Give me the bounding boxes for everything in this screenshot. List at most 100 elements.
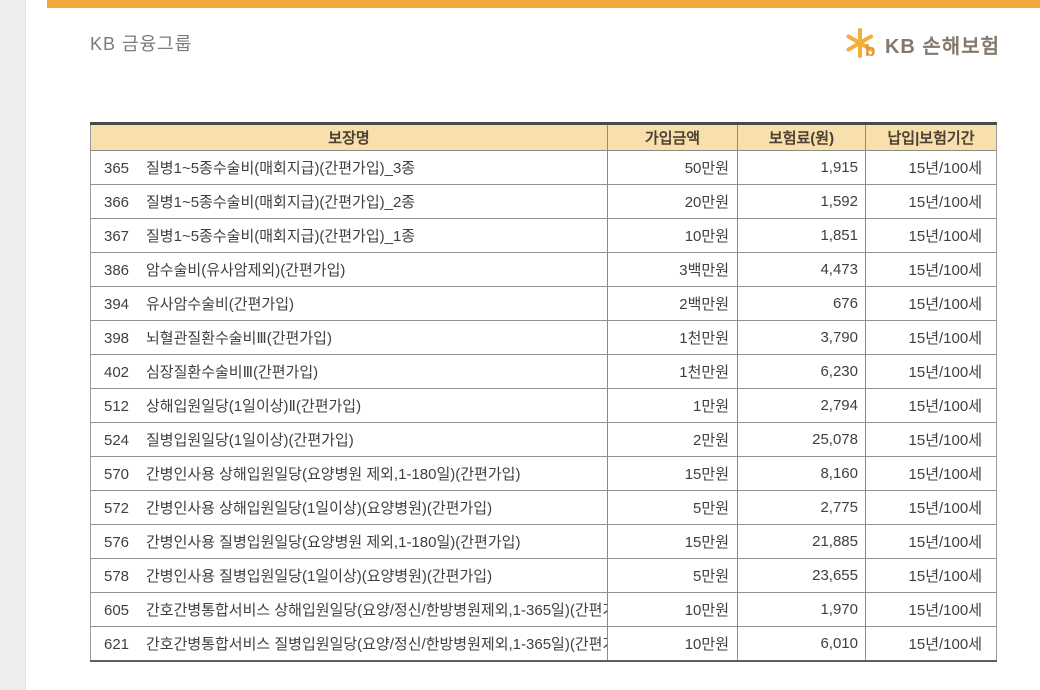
coverage-code: 570: [104, 466, 130, 483]
coverage-code: 367: [104, 228, 130, 245]
coverage-amount: 20만원: [607, 184, 738, 219]
coverage-amount: 1만원: [607, 388, 738, 423]
coverage-table-container: 보장명 가입금액 보험료(원) 납입|보험기간 365 질병1~5종수술비(매회지…: [90, 122, 997, 662]
coverage-period: 15년/100세: [865, 422, 997, 457]
coverage-amount: 1천만원: [607, 354, 738, 389]
coverage-name: 상해입원일당(1일이상)Ⅱ(간편가입): [146, 398, 362, 415]
coverage-code: 512: [104, 398, 130, 415]
table-row: 570 간병인사용 상해입원일당(요양병원 제외,1-180일)(간편가입) 15…: [90, 456, 997, 491]
coverage-name: 암수술비(유사암제외)(간편가입): [146, 262, 346, 279]
coverage-amount: 10만원: [607, 626, 738, 661]
coverage-code: 576: [104, 534, 130, 551]
coverage-premium: 8,160: [737, 456, 866, 491]
coverage-premium: 23,655: [737, 558, 866, 593]
coverage-period: 15년/100세: [865, 626, 997, 661]
viewer-left-gutter: [0, 0, 26, 690]
coverage-period: 15년/100세: [865, 184, 997, 219]
coverage-code: 366: [104, 194, 130, 211]
table-row: 402 심장질환수술비Ⅲ(간편가입) 1천만원 6,230 15년/100세: [90, 354, 997, 389]
table-row: 621 간호간병통합서비스 질병입원일당(요양/정신/한방병원제외,1-365일)…: [90, 626, 997, 661]
table-row: 605 간호간병통합서비스 상해입원일당(요양/정신/한방병원제외,1-365일)…: [90, 592, 997, 627]
coverage-name: 질병1~5종수술비(매회지급)(간편가입)_3종: [146, 160, 416, 177]
coverage-amount: 5만원: [607, 490, 738, 525]
coverage-premium: 676: [737, 286, 866, 321]
table-row: 367 질병1~5종수술비(매회지급)(간편가입)_1종 10만원 1,851 1…: [90, 218, 997, 253]
top-accent-bar: [47, 0, 1040, 8]
svg-text:b: b: [865, 41, 875, 60]
coverage-name: 간병인사용 상해입원일당(요양병원 제외,1-180일)(간편가입): [146, 466, 521, 483]
coverage-premium: 2,775: [737, 490, 866, 525]
coverage-name: 질병입원일당(1일이상)(간편가입): [146, 432, 354, 449]
coverage-premium: 1,851: [737, 218, 866, 253]
coverage-amount: 15만원: [607, 456, 738, 491]
coverage-name: 간호간병통합서비스 질병입원일당(요양/정신/한방병원제외,1-365일)(간편…: [146, 635, 608, 653]
table-row: 365 질병1~5종수술비(매회지급)(간편가입)_3종 50만원 1,915 1…: [90, 150, 997, 185]
coverage-code: 394: [104, 296, 130, 313]
coverage-period: 15년/100세: [865, 558, 997, 593]
coverage-premium: 4,473: [737, 252, 866, 287]
coverage-premium: 2,794: [737, 388, 866, 423]
coverage-code: 524: [104, 432, 130, 449]
coverage-name: 간병인사용 상해입원일당(1일이상)(요양병원)(간편가입): [146, 500, 493, 517]
coverage-premium: 25,078: [737, 422, 866, 457]
coverage-name: 질병1~5종수술비(매회지급)(간편가입)_1종: [146, 228, 416, 245]
coverage-code: 398: [104, 330, 130, 347]
table-header-row: 보장명 가입금액 보험료(원) 납입|보험기간: [90, 123, 997, 151]
kb-group-label: KB 금융그룹: [90, 34, 193, 54]
kb-insurance-logo: b KB 손해보험: [843, 26, 1000, 62]
coverage-amount: 50만원: [607, 150, 738, 185]
coverage-name: 유사암수술비(간편가입): [146, 296, 294, 313]
coverage-period: 15년/100세: [865, 320, 997, 355]
coverage-amount: 15만원: [607, 524, 738, 559]
coverage-amount: 10만원: [607, 592, 738, 627]
table-row: 572 간병인사용 상해입원일당(1일이상)(요양병원)(간편가입) 5만원 2,…: [90, 490, 997, 525]
coverage-name: 간호간병통합서비스 상해입원일당(요양/정신/한방병원제외,1-365일)(간편…: [146, 602, 608, 619]
coverage-premium: 1,970: [737, 592, 866, 627]
coverage-premium: 21,885: [737, 524, 866, 559]
coverage-premium: 1,915: [737, 150, 866, 185]
table-row: 366 질병1~5종수술비(매회지급)(간편가입)_2종 20만원 1,592 1…: [90, 184, 997, 219]
coverage-name: 뇌혈관질환수술비Ⅲ(간편가입): [146, 330, 332, 347]
col-header-coverage-name: 보장명: [90, 123, 608, 151]
table-row: 398 뇌혈관질환수술비Ⅲ(간편가입) 1천만원 3,790 15년/100세: [90, 320, 997, 355]
coverage-amount: 1천만원: [607, 320, 738, 355]
coverage-period: 15년/100세: [865, 252, 997, 287]
coverage-name: 질병1~5종수술비(매회지급)(간편가입)_2종: [146, 194, 416, 211]
coverage-premium: 6,230: [737, 354, 866, 389]
coverage-code: 386: [104, 262, 130, 279]
coverage-table: 보장명 가입금액 보험료(원) 납입|보험기간 365 질병1~5종수술비(매회지…: [90, 122, 997, 662]
coverage-period: 15년/100세: [865, 388, 997, 423]
coverage-premium: 6,010: [737, 626, 866, 661]
coverage-amount: 3백만원: [607, 252, 738, 287]
table-row: 576 간병인사용 질병입원일당(요양병원 제외,1-180일)(간편가입) 15…: [90, 524, 997, 559]
table-row: 524 질병입원일당(1일이상)(간편가입) 2만원 25,078 15년/100…: [90, 422, 997, 457]
kb-insurance-wordmark: KB 손해보험: [884, 35, 1000, 58]
table-row: 512 상해입원일당(1일이상)Ⅱ(간편가입) 1만원 2,794 15년/100…: [90, 388, 997, 423]
coverage-code: 365: [104, 160, 130, 177]
coverage-period: 15년/100세: [865, 218, 997, 253]
coverage-amount: 2만원: [607, 422, 738, 457]
coverage-period: 15년/100세: [865, 490, 997, 525]
col-header-insured-amount: 가입금액: [607, 123, 738, 151]
table-row: 386 암수술비(유사암제외)(간편가입) 3백만원 4,473 15년/100세: [90, 252, 997, 287]
coverage-name: 간병인사용 질병입원일당(1일이상)(요양병원)(간편가입): [146, 568, 493, 585]
coverage-name: 심장질환수술비Ⅲ(간편가입): [146, 364, 319, 381]
coverage-code: 621: [104, 635, 130, 653]
coverage-premium: 1,592: [737, 184, 866, 219]
coverage-period: 15년/100세: [865, 592, 997, 627]
coverage-code: 578: [104, 568, 130, 585]
table-row: 394 유사암수술비(간편가입) 2백만원 676 15년/100세: [90, 286, 997, 321]
table-row: 578 간병인사용 질병입원일당(1일이상)(요양병원)(간편가입) 5만원 23…: [90, 558, 997, 593]
coverage-period: 15년/100세: [865, 150, 997, 185]
coverage-period: 15년/100세: [865, 456, 997, 491]
coverage-period: 15년/100세: [865, 354, 997, 389]
col-header-payment-period: 납입|보험기간: [865, 123, 997, 151]
coverage-amount: 10만원: [607, 218, 738, 253]
coverage-period: 15년/100세: [865, 524, 997, 559]
coverage-premium: 3,790: [737, 320, 866, 355]
coverage-period: 15년/100세: [865, 286, 997, 321]
coverage-amount: 2백만원: [607, 286, 738, 321]
coverage-amount: 5만원: [607, 558, 738, 593]
kb-star-icon: b: [843, 26, 879, 62]
